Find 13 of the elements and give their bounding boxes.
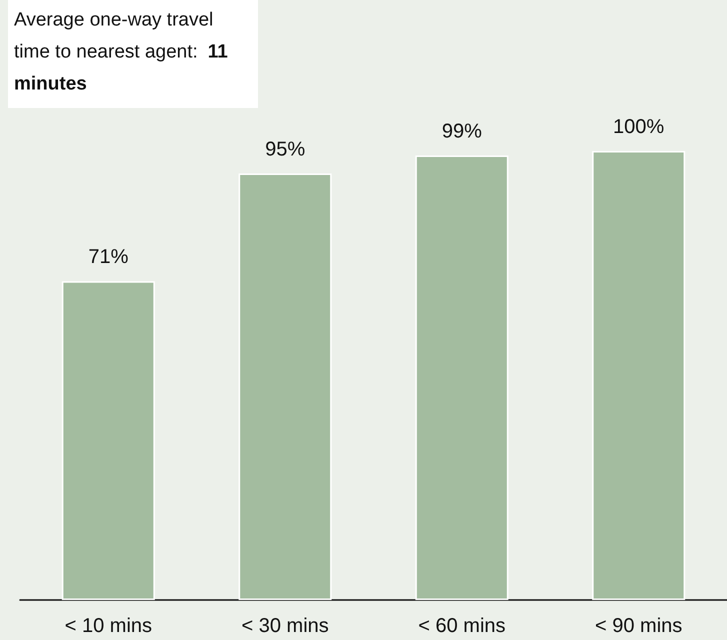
x-tick-label: < 10 mins — [64, 615, 152, 637]
chart-title: Average one-way travel time to nearest agent: 11 minutes — [14, 10, 228, 94]
data-label: 71% — [88, 246, 129, 268]
x-tick-label: < 30 mins — [241, 615, 329, 637]
bar — [592, 151, 686, 600]
data-label: 95% — [265, 138, 306, 160]
x-tick-label: < 60 mins — [418, 615, 506, 637]
data-label: 100% — [613, 116, 664, 138]
x-tick-label: < 90 mins — [594, 615, 682, 637]
bar — [238, 173, 332, 600]
bar — [415, 155, 508, 600]
data-label: 99% — [442, 120, 482, 142]
bar — [62, 281, 155, 600]
